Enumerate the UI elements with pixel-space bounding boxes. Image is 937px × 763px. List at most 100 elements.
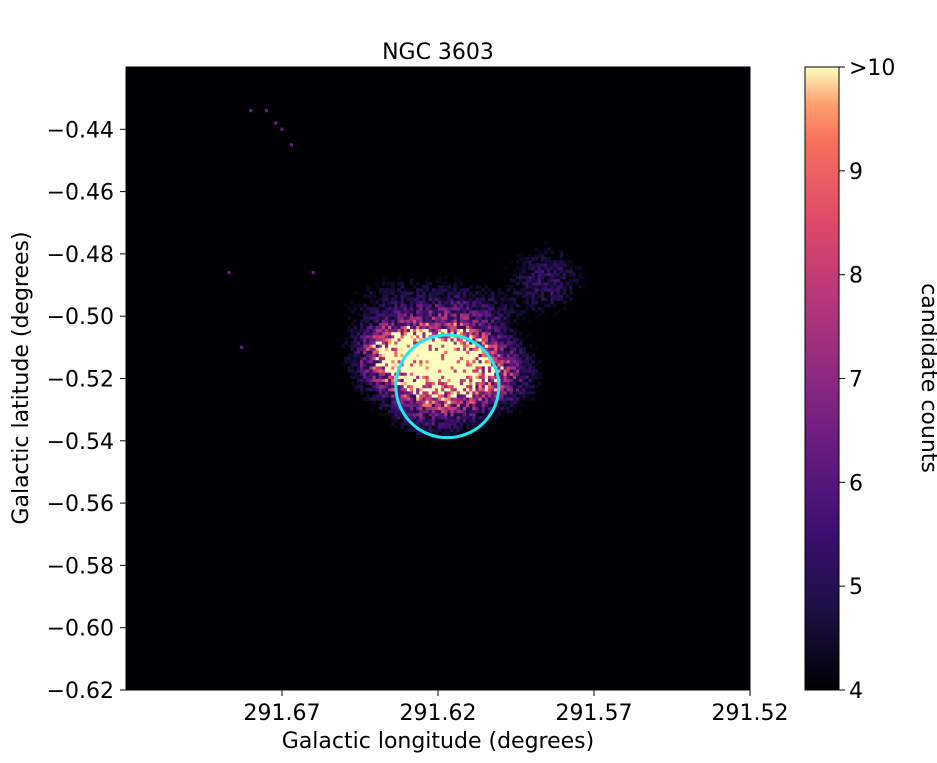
heatmap-cell — [534, 263, 539, 267]
heatmap-cell — [444, 350, 448, 354]
heatmap-cell — [547, 288, 551, 292]
heatmap-cell — [487, 341, 492, 345]
heatmap-cell — [416, 390, 420, 395]
heatmap-cell — [453, 428, 458, 432]
heatmap-cell — [388, 306, 392, 311]
heatmap-cell — [441, 397, 445, 401]
heatmap-cell — [444, 397, 448, 401]
heatmap-cell — [484, 347, 489, 351]
heatmap-cell — [466, 375, 470, 379]
heatmap-cell — [356, 362, 361, 367]
heatmap-cell — [366, 319, 370, 323]
heatmap-cell — [425, 356, 430, 361]
heatmap-cell — [422, 425, 426, 429]
heatmap-cell — [388, 288, 392, 292]
heatmap-cell — [356, 303, 361, 308]
heatmap-cell — [406, 390, 411, 395]
heatmap-cell — [509, 378, 514, 383]
heatmap-cell — [519, 266, 523, 270]
heatmap-cell — [416, 319, 420, 323]
heatmap-cell — [472, 353, 476, 358]
heatmap-cell — [512, 300, 517, 305]
heatmap-cell — [363, 366, 367, 370]
heatmap-cell — [481, 415, 486, 420]
heatmap-cell — [369, 322, 373, 326]
heatmap-cell — [472, 344, 476, 348]
heatmap-cell — [403, 338, 408, 342]
heatmap-cell — [413, 412, 417, 417]
heatmap-cell — [378, 372, 383, 376]
heatmap-cell — [441, 344, 445, 348]
heatmap-cell — [550, 294, 554, 298]
heatmap-cell — [503, 397, 508, 401]
heatmap-cell — [413, 300, 417, 305]
heatmap-cell — [434, 366, 439, 370]
heatmap-cell — [503, 300, 508, 305]
heatmap-cell — [544, 281, 548, 286]
heatmap-cell — [459, 397, 464, 401]
heatmap-cell — [425, 309, 430, 314]
heatmap-cell — [438, 394, 442, 398]
heatmap-cell — [447, 306, 451, 311]
heatmap-cell — [444, 319, 448, 323]
heatmap-cell — [469, 384, 473, 389]
heatmap-cell — [447, 415, 451, 420]
heatmap-cell — [466, 297, 470, 302]
heatmap-cell — [534, 297, 539, 302]
heatmap-cell — [413, 406, 417, 411]
heatmap-cell — [512, 347, 517, 351]
heatmap-cell — [425, 285, 430, 289]
heatmap-cell — [456, 378, 461, 383]
heatmap-cell — [503, 356, 508, 361]
heatmap-cell — [503, 400, 508, 404]
heatmap-cell — [456, 384, 461, 389]
heatmap-cell — [366, 356, 370, 361]
heatmap-cell — [394, 409, 398, 414]
heatmap-cell — [494, 412, 498, 417]
heatmap-cell — [528, 350, 532, 354]
heatmap-cell — [384, 303, 389, 308]
heatmap-cell — [431, 403, 436, 407]
heatmap-cell — [506, 366, 511, 370]
heatmap-cell — [525, 378, 529, 383]
heatmap-cell — [484, 300, 489, 305]
heatmap-cell — [378, 338, 383, 342]
heatmap-cell — [569, 266, 573, 270]
heatmap-cell — [356, 353, 361, 358]
heatmap-cell — [409, 397, 414, 401]
heatmap-cell — [416, 325, 420, 330]
heatmap-cell — [512, 297, 517, 302]
heatmap-cell — [434, 418, 439, 423]
heatmap-cell — [497, 294, 501, 298]
heatmap-cell — [491, 387, 495, 392]
heatmap-cell — [378, 300, 383, 305]
heatmap-cell — [478, 384, 483, 389]
heatmap-cell — [416, 412, 420, 417]
heatmap-cell — [403, 291, 408, 295]
heatmap-cell — [444, 328, 448, 333]
heatmap-cell — [369, 331, 373, 336]
heatmap-cell — [500, 397, 504, 401]
heatmap-cell — [506, 381, 511, 386]
heatmap-cell — [353, 375, 358, 379]
heatmap-cell — [462, 319, 467, 323]
heatmap-cell — [413, 334, 417, 339]
heatmap-cell — [366, 350, 370, 354]
heatmap-cell — [494, 300, 498, 305]
heatmap-cell — [462, 387, 467, 392]
heatmap-cell — [453, 303, 458, 308]
heatmap-cell — [519, 288, 523, 292]
heatmap-cell — [462, 359, 467, 364]
heatmap-cell — [378, 403, 383, 407]
heatmap-cell — [381, 356, 386, 361]
heatmap-cell — [522, 372, 526, 376]
heatmap-cell — [509, 384, 514, 389]
heatmap-cell — [444, 428, 448, 432]
heatmap-cell — [578, 285, 582, 289]
heatmap-cell — [419, 375, 423, 379]
heatmap-cell — [478, 406, 483, 411]
heatmap-cell — [409, 409, 414, 414]
heatmap-cell — [466, 316, 470, 320]
heatmap-cell — [434, 331, 439, 336]
heatmap-cell — [444, 306, 448, 311]
